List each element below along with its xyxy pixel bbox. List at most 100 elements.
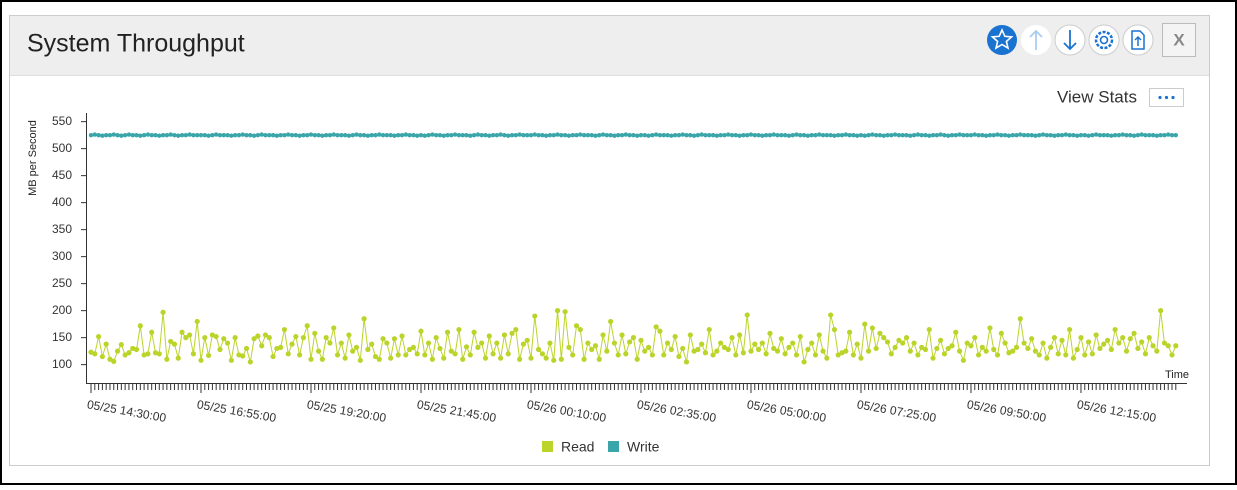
view-stats-button[interactable] [1149,88,1184,107]
data-point [479,340,485,346]
data-point [248,132,253,138]
data-point [771,132,776,137]
move-up-button[interactable] [1021,25,1051,55]
data-point [286,132,291,137]
data-point [251,133,257,138]
data-point [145,351,151,357]
data-point [915,132,921,137]
data-point [611,340,618,346]
data-point [524,132,530,138]
data-point [308,132,314,137]
data-point [866,132,871,138]
data-point [1048,132,1053,138]
data-point [1089,351,1095,357]
data-point [160,132,166,138]
data-point [1120,335,1126,341]
data-point [213,132,219,137]
data-point [224,340,231,346]
data-point [729,132,735,138]
export-button[interactable] [1122,24,1154,56]
data-point [1161,340,1168,346]
data-point [760,133,765,138]
data-point [487,133,492,138]
data-point [1108,346,1114,353]
data-point [372,353,379,360]
data-point [506,133,511,138]
data-point [676,353,682,360]
data-point [444,329,451,335]
data-point [100,133,105,138]
data-point [187,132,192,137]
data-point [1112,326,1118,333]
data-point [92,132,97,137]
data-point [1044,355,1050,361]
data-point [259,132,264,137]
data-point [445,132,450,138]
data-point [1173,132,1178,138]
close-button[interactable]: X [1162,23,1196,57]
data-point [968,343,974,349]
data-point [99,353,105,360]
data-point [589,132,594,138]
data-point [558,356,564,362]
data-point [236,132,242,138]
data-point [911,340,917,346]
data-point [126,350,132,356]
data-point [680,132,685,137]
data-point [103,341,109,347]
data-point [509,330,515,336]
data-point [247,359,253,365]
data-point [836,132,841,138]
data-point [881,335,887,341]
move-down-button[interactable] [1054,24,1086,56]
chart-title: System Throughput [27,30,245,58]
data-point [403,132,409,137]
data-point [646,133,651,138]
data-point [710,352,716,358]
y-tick-label: 500 [52,141,72,155]
data-point [191,132,196,138]
data-point [1010,348,1016,354]
data-point [156,351,162,357]
data-point [551,357,557,363]
data-point [987,325,993,331]
data-point [164,356,170,362]
data-point [585,132,591,138]
data-point [889,132,894,138]
data-point [600,332,606,338]
data-point [767,132,773,138]
data-point [699,132,704,137]
data-point [346,133,352,138]
data-point [217,132,223,138]
data-point [1040,132,1046,137]
favorite-button[interactable] [987,25,1017,55]
data-point [1021,132,1027,138]
data-point [418,132,424,138]
data-point [1018,132,1023,137]
data-point [589,346,595,353]
data-point [267,132,272,138]
data-point [1086,133,1091,138]
settings-button[interactable] [1088,24,1120,56]
data-point [354,132,359,137]
data-point [479,132,484,138]
data-point [388,355,394,361]
data-point [722,132,727,138]
data-point [1165,343,1171,349]
data-point [851,132,856,138]
data-point [221,336,227,342]
data-point [205,352,212,359]
data-point [968,132,974,138]
view-stats-label[interactable]: View Stats [1057,87,1137,106]
data-point [714,348,720,354]
data-point [873,345,879,352]
data-point [172,132,177,138]
data-point [365,346,371,353]
data-point [729,335,735,341]
data-point [809,340,815,346]
data-point [350,348,356,354]
data-point [452,351,458,357]
data-point [888,351,894,357]
data-point [164,132,170,138]
